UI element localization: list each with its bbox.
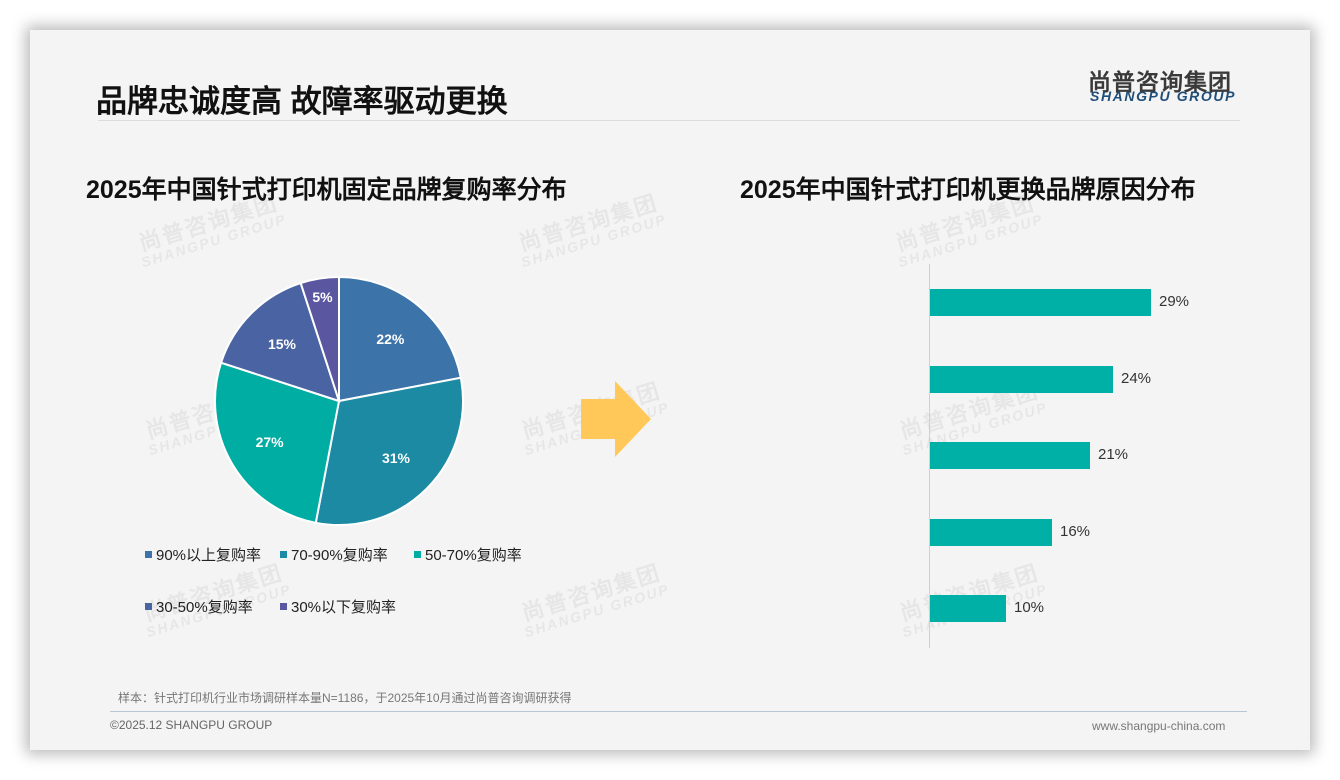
- legend-swatch: [145, 603, 152, 610]
- title-divider: [98, 120, 1240, 121]
- logo-cn: 尚普咨询集团: [1088, 69, 1232, 95]
- legend-item: 90%以上复购率: [145, 544, 261, 565]
- slide: 尚普咨询集团 SHANGPU GROUP 尚普咨询集团 SHANGPU GROUP …: [30, 30, 1310, 750]
- legend-item: 50-70%复购率: [414, 544, 522, 565]
- bar-value: 10%: [1014, 599, 1045, 616]
- bar-value: 29%: [1159, 293, 1190, 310]
- pie-slice: [314, 376, 464, 526]
- source-note: 样本：针式打印机行业市场调研样本量N=1186，于2025年10月通过尚普咨询调…: [118, 691, 572, 705]
- legend-swatch: [280, 551, 287, 558]
- bar-value: 24%: [1121, 370, 1152, 387]
- pie-slice: [338, 275, 462, 403]
- website-link[interactable]: www.shangpu-china.com: [1092, 719, 1226, 733]
- bar: [930, 595, 1006, 622]
- bar: [930, 366, 1113, 393]
- pie-slice: [214, 361, 341, 524]
- bar: [930, 289, 1151, 316]
- legend-item: 30-50%复购率: [145, 596, 253, 617]
- right-arrow-icon: [581, 381, 651, 457]
- pie-slice-label: 31%: [382, 450, 411, 466]
- pie-slice: [299, 275, 340, 402]
- legend-swatch: [414, 551, 421, 558]
- footer-divider: [110, 711, 1247, 712]
- page-title: 品牌忠诚度高 故障率驱动更换: [96, 84, 508, 119]
- pie-slice-label: 22%: [376, 331, 405, 347]
- pie-chart: 22% 31% 27% 15% 5%: [214, 275, 464, 526]
- pie-slice-label: 27%: [256, 434, 285, 450]
- bar: [930, 519, 1052, 546]
- pie-chart-title: 2025年中国针式打印机固定品牌复购率分布: [86, 176, 567, 204]
- bar-value: 16%: [1060, 523, 1091, 540]
- legend-swatch: [145, 551, 152, 558]
- copyright: ©2025.12 SHANGPU GROUP: [110, 718, 273, 732]
- bar-value: 21%: [1098, 446, 1129, 463]
- logo-en: SHANGPU GROUP: [1090, 88, 1237, 104]
- bar: [930, 442, 1090, 469]
- legend-swatch: [280, 603, 287, 610]
- legend-item: 70-90%复购率: [280, 544, 388, 565]
- legend-item: 30%以下复购率: [280, 596, 396, 617]
- pie-slice-label: 15%: [268, 336, 297, 352]
- pie-slice-label: 5%: [312, 289, 333, 305]
- bar-chart-title: 2025年中国针式打印机更换品牌原因分布: [740, 176, 1196, 204]
- bar-axis: [929, 264, 930, 648]
